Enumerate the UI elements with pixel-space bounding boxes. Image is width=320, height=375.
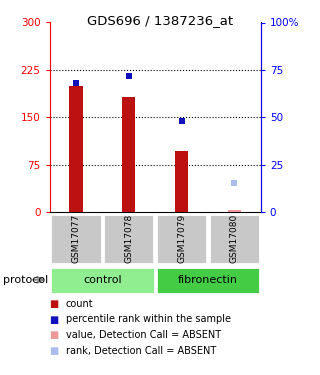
Text: control: control xyxy=(83,275,122,285)
Text: ■: ■ xyxy=(50,330,59,340)
Text: GSM17077: GSM17077 xyxy=(71,213,81,262)
Text: count: count xyxy=(66,299,93,309)
Bar xyxy=(122,97,135,212)
Text: ■: ■ xyxy=(50,346,59,356)
Text: GSM17078: GSM17078 xyxy=(124,213,133,262)
Text: percentile rank within the sample: percentile rank within the sample xyxy=(66,315,231,324)
Text: GDS696 / 1387236_at: GDS696 / 1387236_at xyxy=(87,14,233,27)
Bar xyxy=(103,214,155,264)
Bar xyxy=(228,210,241,212)
Bar xyxy=(209,214,260,264)
Bar xyxy=(156,214,207,264)
Text: ■: ■ xyxy=(50,315,59,324)
Text: fibronectin: fibronectin xyxy=(178,275,238,285)
Text: GSM17080: GSM17080 xyxy=(230,213,239,262)
Bar xyxy=(69,86,83,212)
Bar xyxy=(50,214,102,264)
Text: ■: ■ xyxy=(50,299,59,309)
Text: protocol: protocol xyxy=(3,275,48,285)
Text: rank, Detection Call = ABSENT: rank, Detection Call = ABSENT xyxy=(66,346,216,356)
Bar xyxy=(175,151,188,212)
Text: value, Detection Call = ABSENT: value, Detection Call = ABSENT xyxy=(66,330,221,340)
Text: GSM17079: GSM17079 xyxy=(177,213,186,262)
Bar xyxy=(50,267,155,294)
Bar xyxy=(156,267,260,294)
